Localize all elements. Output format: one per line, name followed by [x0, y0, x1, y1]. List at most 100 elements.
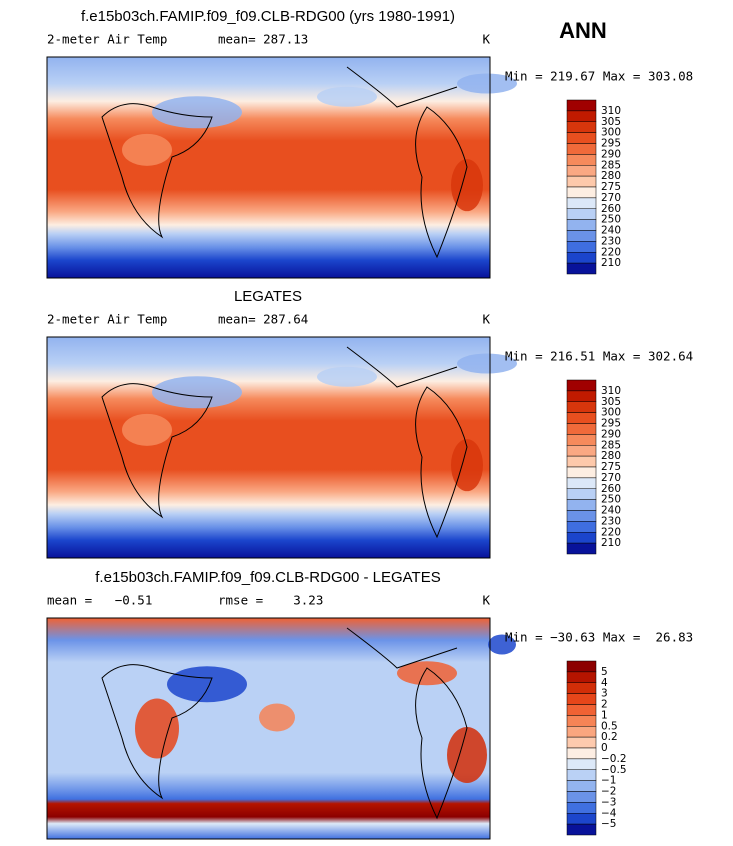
colorbar-label: 0.5	[601, 720, 618, 732]
colorbar-box	[566, 401, 597, 413]
colorbar-label: 290	[601, 428, 621, 440]
colorbar-box	[566, 510, 597, 522]
colorbar-label: 240	[601, 225, 621, 237]
stat-label: mean= 287.13	[218, 32, 308, 47]
colorbar-box	[566, 532, 597, 544]
map-region	[457, 73, 517, 94]
range-label: Min = −30.63 Max = 26.83	[505, 630, 693, 645]
colorbar-label: 2	[601, 699, 608, 711]
colorbar-label: 220	[601, 246, 621, 258]
colorbar-label: −0.5	[601, 764, 627, 776]
unit-label: K	[482, 593, 490, 608]
colorbar-box	[566, 488, 597, 500]
coastline	[101, 627, 468, 820]
map-region	[397, 661, 457, 686]
panel-title: LEGATES	[234, 288, 302, 305]
rmse-label: rmse = 3.23	[218, 593, 323, 608]
colorbar-box	[566, 660, 597, 673]
colorbar-box	[566, 758, 597, 770]
panel-title: f.e15b03ch.FAMIP.f09_f09.CLB-RDG00 (yrs …	[81, 8, 455, 25]
colorbar-box	[566, 693, 597, 705]
colorbar-label: 5	[601, 666, 608, 678]
colorbar-box	[566, 132, 597, 144]
colorbar-box	[566, 423, 597, 435]
colorbar-label: 285	[601, 439, 621, 451]
colorbar-label: 1	[601, 709, 608, 721]
colorbar-box	[566, 813, 597, 825]
map-region	[167, 666, 247, 703]
colorbar-label: −4	[601, 807, 617, 819]
colorbar-box	[566, 390, 597, 402]
colorbar-box	[566, 747, 597, 760]
colorbar-label: 280	[601, 170, 621, 182]
colorbar-box	[566, 262, 597, 275]
colorbar-box	[566, 412, 597, 424]
colorbar-label: 310	[601, 105, 621, 117]
map-field	[47, 337, 490, 558]
colorbar-label: −1	[601, 775, 616, 787]
colorbar-box	[566, 197, 597, 209]
colorbar-label: 310	[601, 385, 621, 397]
unit-label: K	[482, 32, 490, 47]
colorbar-box	[566, 455, 597, 468]
colorbar-box	[566, 499, 597, 511]
map-region	[451, 159, 483, 212]
colorbar-box	[566, 165, 597, 177]
colorbar-label: −2	[601, 786, 616, 798]
unit-label: K	[482, 312, 490, 327]
colorbar-label: 280	[601, 450, 621, 462]
colorbar-label: 285	[601, 159, 621, 171]
colorbar-box	[566, 704, 597, 716]
colorbar-label: 295	[601, 138, 621, 150]
colorbar-label: −3	[601, 796, 616, 808]
panel-title: f.e15b03ch.FAMIP.f09_f09.CLB-RDG00 - LEG…	[95, 569, 440, 586]
colorbar-box	[566, 219, 597, 231]
colorbar-label: −5	[601, 818, 616, 830]
colorbar-box	[566, 521, 597, 533]
map-region	[152, 376, 242, 409]
colorbar-label: 275	[601, 181, 621, 193]
colorbar-box	[566, 230, 597, 242]
colorbar-label: 250	[601, 494, 621, 506]
range-label: Min = 219.67 Max = 303.08	[505, 69, 693, 84]
colorbar-box	[566, 175, 597, 188]
colorbar-label: 230	[601, 515, 621, 527]
colorbar-box	[566, 186, 597, 199]
colorbar-box	[566, 477, 597, 489]
colorbar-box	[566, 143, 597, 155]
colorbar-label: 260	[601, 483, 621, 495]
colorbar-box	[566, 121, 597, 133]
colorbar-box	[566, 726, 597, 738]
colorbar-box	[566, 671, 597, 683]
colorbar-label: 295	[601, 418, 621, 430]
colorbar-box	[566, 823, 597, 836]
colorbar-box	[566, 208, 597, 220]
colorbar-label: 305	[601, 116, 621, 128]
colorbar-label: −0.2	[601, 753, 627, 765]
colorbar-box	[566, 110, 597, 122]
colorbar-label: 305	[601, 396, 621, 408]
map-region	[259, 703, 295, 732]
colorbar-label: 290	[601, 148, 621, 160]
colorbar-box	[566, 99, 597, 112]
map-region	[122, 133, 172, 166]
season-title: ANN	[559, 18, 607, 43]
colorbar-label: 270	[601, 192, 621, 204]
colorbar-box	[566, 466, 597, 479]
map-region	[317, 366, 377, 387]
map-region	[451, 439, 483, 492]
map-frame	[46, 617, 491, 840]
range-label: Min = 216.51 Max = 302.64	[505, 349, 693, 364]
colorbar-label: 3	[601, 688, 608, 700]
variable-label: 2-meter Air Temp	[47, 312, 167, 327]
colorbar-box	[566, 252, 597, 264]
colorbar-label: 0.2	[601, 731, 618, 743]
colorbar-box	[566, 780, 597, 792]
coastline	[101, 346, 468, 539]
map-frame	[46, 56, 491, 279]
colorbar-box	[566, 542, 597, 555]
map-region	[122, 413, 172, 446]
variable-label: 2-meter Air Temp	[47, 32, 167, 47]
colorbar-label: 240	[601, 505, 621, 517]
